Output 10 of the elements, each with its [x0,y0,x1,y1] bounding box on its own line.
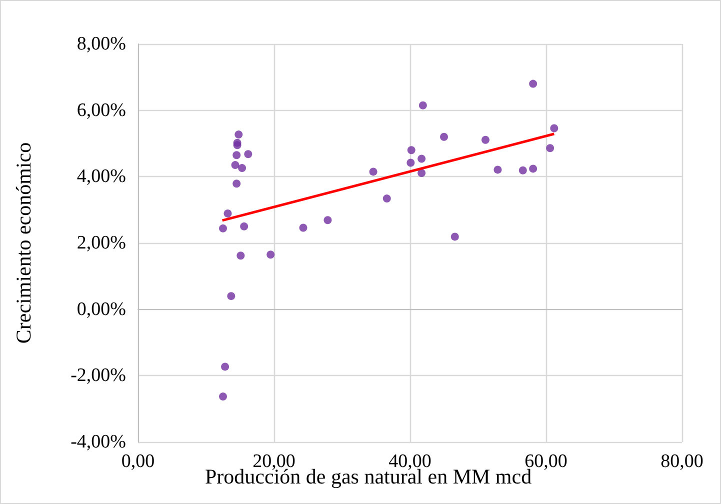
y-tick-label: -4,00% [70,432,126,452]
y-tick-label: 4,00% [76,166,126,188]
y-tick-label: -2,00% [70,365,126,386]
y-tick-label: 8,00% [76,34,126,54]
y-tick-label: 2,00% [76,232,126,254]
x-tick-label: 0,00 [121,451,155,472]
x-tick-label: 80,00 [660,451,704,472]
y-axis-title: Crecimiento económico [12,142,36,344]
y-tick-label: 0,00% [76,298,126,320]
y-tick-label: 6,00% [76,100,126,121]
